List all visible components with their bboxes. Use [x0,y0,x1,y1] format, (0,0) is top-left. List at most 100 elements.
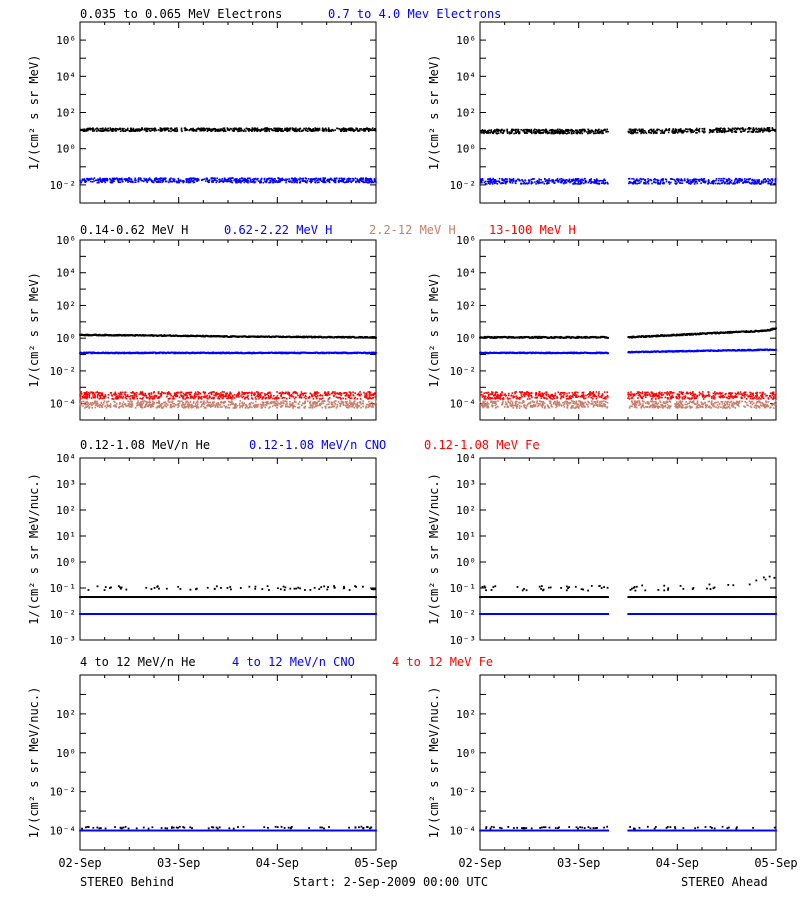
data-point [506,129,508,132]
data-point [294,128,297,131]
data-point [504,181,507,184]
data-point [763,127,765,130]
data-point [285,397,288,400]
data-point [312,403,315,405]
data-point [365,407,367,409]
data-point [340,392,343,395]
data-point [210,393,213,396]
data-point [665,128,667,130]
data-point [689,129,692,132]
data-point [214,177,216,179]
data-point [344,127,347,130]
data-point [225,407,227,409]
data-point [640,128,643,131]
data-point [703,128,705,130]
data-point [175,127,178,129]
data-point [501,128,503,131]
data-point [297,403,300,406]
data-point [215,402,218,405]
data-point [137,178,140,181]
data-point [280,393,283,396]
data-point [190,406,193,409]
data-point [113,128,115,131]
data-point [171,401,173,404]
data-point [178,396,181,399]
data-point [209,406,212,408]
data-point [221,406,223,408]
data-point [583,182,585,185]
data-point [319,403,321,405]
data-point [577,131,579,134]
data-point [589,179,592,181]
data-point [698,127,701,130]
data-point [146,130,148,133]
data-point [647,180,650,182]
data-point [633,182,635,184]
data-point [127,400,129,403]
data-point [371,397,373,400]
data-point [353,400,356,402]
data-point [266,402,269,405]
data-point [241,180,243,182]
data-point [216,177,218,180]
data-point [232,130,235,133]
data-point [595,132,597,135]
data-point [328,403,330,405]
data-point [487,132,489,134]
data-point [271,401,274,404]
data-point [315,402,318,404]
data-point [556,131,559,133]
data-point [159,129,162,132]
data-point [196,407,198,409]
data-point [185,405,187,408]
data-point [339,402,341,405]
data-point [366,181,368,183]
data-point [575,129,578,132]
data-point [318,398,321,400]
data-point [750,130,753,133]
data-point [560,129,562,132]
data-point [734,130,737,132]
data-point [668,181,670,183]
data-point [722,130,724,132]
data-point [91,129,94,131]
data-point [332,129,335,132]
data-point [365,128,368,130]
data-point [331,178,333,181]
data-point [89,402,92,404]
data-point [738,179,741,182]
data-point [197,391,199,393]
data-point [96,395,99,397]
data-point [288,393,291,395]
data-point [575,178,577,181]
data-point [304,177,307,179]
data-point [721,131,723,133]
data-point [328,397,331,399]
data-point [81,179,83,182]
data-point [360,128,362,130]
data-point [137,180,140,183]
data-point [161,402,164,405]
data-point [628,177,631,180]
data-point [743,178,746,180]
data-point [309,129,312,132]
data-point [480,181,483,184]
data-point [491,132,494,135]
data-point [103,178,105,181]
data-point [647,178,649,180]
data-point [316,392,318,395]
data-point [208,403,210,406]
data-point [571,130,573,132]
data-point [149,404,152,406]
data-point [143,400,146,402]
data-point [722,128,724,130]
data-point [89,127,91,130]
data-point [127,405,129,407]
data-point [157,180,160,182]
data-point [640,132,642,135]
data-point [544,128,547,131]
data-point [570,128,572,131]
data-point [649,129,651,131]
data-point [352,178,355,181]
data-point [336,403,339,406]
